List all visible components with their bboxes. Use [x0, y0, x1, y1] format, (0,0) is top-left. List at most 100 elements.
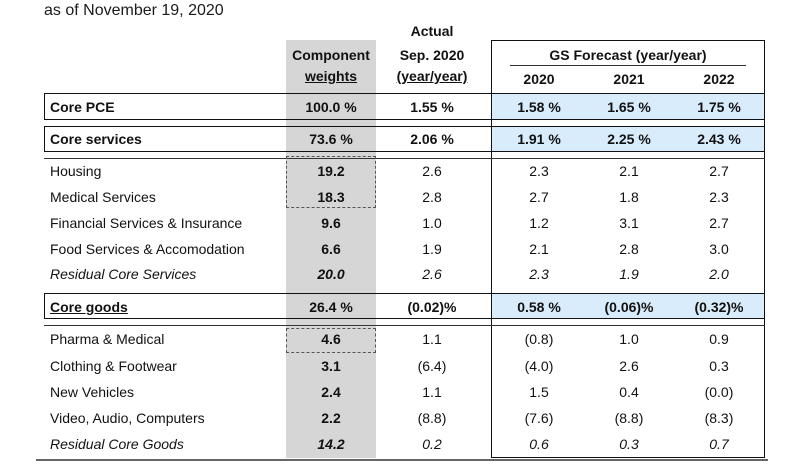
row-actual: 0.2: [422, 436, 442, 452]
row-forecast-2020: 2.7: [529, 189, 549, 205]
row-forecast-2020: 1.5: [529, 384, 549, 400]
row-forecast-2021: 1.65 %: [607, 99, 651, 115]
row-label: Core PCE: [50, 99, 115, 115]
row-actual: (0.02)%: [407, 299, 457, 315]
row-weight: 6.6: [321, 241, 341, 257]
row-weight: 9.6: [321, 215, 341, 231]
row-forecast-2020: 1.58 %: [517, 99, 561, 115]
row-forecast-2021: 1.0: [619, 331, 639, 347]
row-forecast-2022: 2.0: [709, 266, 729, 282]
core-goods-row-box: [44, 293, 765, 319]
row-forecast-2020: (0.8): [524, 331, 554, 347]
row-forecast-2022: (8.3): [704, 410, 734, 426]
header-actual: Actual: [410, 23, 454, 39]
row-actual: 1.9: [422, 241, 442, 257]
row-label: Clothing & Footwear: [50, 358, 177, 374]
row-forecast-2020: 1.91 %: [517, 131, 561, 147]
row-actual: 2.6: [422, 266, 442, 282]
as-of-date: as of November 19, 2020: [44, 2, 224, 19]
row-label: Video, Audio, Computers: [50, 410, 205, 426]
row-forecast-2021: 3.1: [619, 215, 639, 231]
row-forecast-2021: 2.25 %: [607, 131, 651, 147]
header-2021: 2021: [613, 71, 645, 87]
row-weight: 19.2: [317, 163, 345, 179]
row-forecast-2021: (8.8): [614, 410, 644, 426]
row-forecast-2022: 2.7: [709, 215, 729, 231]
row-forecast-2020: 2.1: [529, 241, 549, 257]
gs-forecast-box: [491, 40, 765, 458]
row-weight: 73.6 %: [309, 131, 353, 147]
row-forecast-2022: 2.43 %: [697, 131, 741, 147]
row-weight: 100.0 %: [305, 99, 357, 115]
header-component: Component: [292, 47, 370, 63]
header-gs-forecast: GS Forecast (year/year): [549, 47, 707, 63]
row-actual: 1.0: [422, 215, 442, 231]
header-sep-2020: Sep. 2020: [399, 47, 465, 63]
core-services-divider: [44, 158, 765, 159]
row-forecast-2022: 1.75 %: [697, 99, 741, 115]
row-label: Core services: [50, 131, 142, 147]
header-weights: weights: [304, 68, 358, 84]
row-label: Core goods: [50, 299, 128, 315]
header-2020: 2020: [523, 71, 555, 87]
row-forecast-2022: (0.32)%: [694, 299, 744, 315]
row-forecast-2021: (0.06)%: [604, 299, 654, 315]
row-forecast-2022: 0.9: [709, 331, 729, 347]
row-actual: (6.4): [417, 358, 447, 374]
row-label: Medical Services: [50, 189, 156, 205]
core-services-row-box: [44, 126, 765, 152]
row-forecast-2021: 1.9: [619, 266, 639, 282]
row-forecast-2021: 2.6: [619, 358, 639, 374]
row-forecast-2020: (4.0): [524, 358, 554, 374]
row-label: Housing: [50, 163, 102, 179]
pharma-dotted-box: [286, 328, 376, 353]
row-forecast-2021: 2.8: [619, 241, 639, 257]
row-weight: 2.4: [321, 384, 341, 400]
row-weight: 2.2: [321, 410, 341, 426]
row-label: New Vehicles: [50, 384, 135, 400]
row-actual: 2.8: [422, 189, 442, 205]
row-actual: 1.1: [422, 331, 442, 347]
row-forecast-2022: 3.0: [709, 241, 729, 257]
core-services-forecast-highlight: [492, 127, 764, 151]
row-forecast-2021: 2.1: [619, 163, 639, 179]
row-forecast-2020: (7.6): [524, 410, 554, 426]
header-actual-yoy: (year/year): [396, 68, 468, 84]
row-actual: 1.1: [422, 384, 442, 400]
row-forecast-2022: 2.7: [709, 163, 729, 179]
row-actual: 1.55 %: [410, 99, 454, 115]
row-forecast-2020: 2.3: [529, 266, 549, 282]
row-forecast-2020: 2.3: [529, 163, 549, 179]
row-weight: 4.6: [321, 331, 341, 347]
housing-medical-dotted-box: [286, 156, 376, 208]
row-forecast-2022: 0.3: [709, 358, 729, 374]
row-weight: 26.4 %: [309, 299, 353, 315]
row-forecast-2020: 0.58 %: [517, 299, 561, 315]
gs-title-underline: [510, 65, 746, 66]
bottom-rule: [36, 459, 768, 461]
row-label: Residual Core Services: [50, 266, 197, 282]
row-forecast-2022: (0.0): [704, 384, 734, 400]
row-forecast-2022: 0.7: [709, 436, 729, 452]
row-label: Food Services & Accomodation: [50, 241, 245, 257]
core-goods-divider: [44, 325, 765, 326]
row-actual: (8.8): [417, 410, 447, 426]
core-goods-forecast-highlight: [492, 294, 764, 318]
row-weight: 20.0: [317, 266, 345, 282]
row-actual: 2.6: [422, 163, 442, 179]
row-forecast-2021: 1.8: [619, 189, 639, 205]
weights-column-background: [286, 40, 376, 458]
row-forecast-2020: 0.6: [529, 436, 549, 452]
core-pce-forecast-highlight: [492, 94, 764, 119]
row-label: Pharma & Medical: [50, 331, 165, 347]
row-weight: 18.3: [317, 189, 345, 205]
row-forecast-2020: 1.2: [529, 215, 549, 231]
row-forecast-2021: 0.3: [619, 436, 639, 452]
row-forecast-2022: 2.3: [709, 189, 729, 205]
row-weight: 14.2: [317, 436, 345, 452]
row-label: Financial Services & Insurance: [50, 215, 243, 231]
core-pce-row-box: [44, 93, 765, 120]
row-label: Residual Core Goods: [50, 436, 184, 452]
header-2022: 2022: [703, 71, 735, 87]
